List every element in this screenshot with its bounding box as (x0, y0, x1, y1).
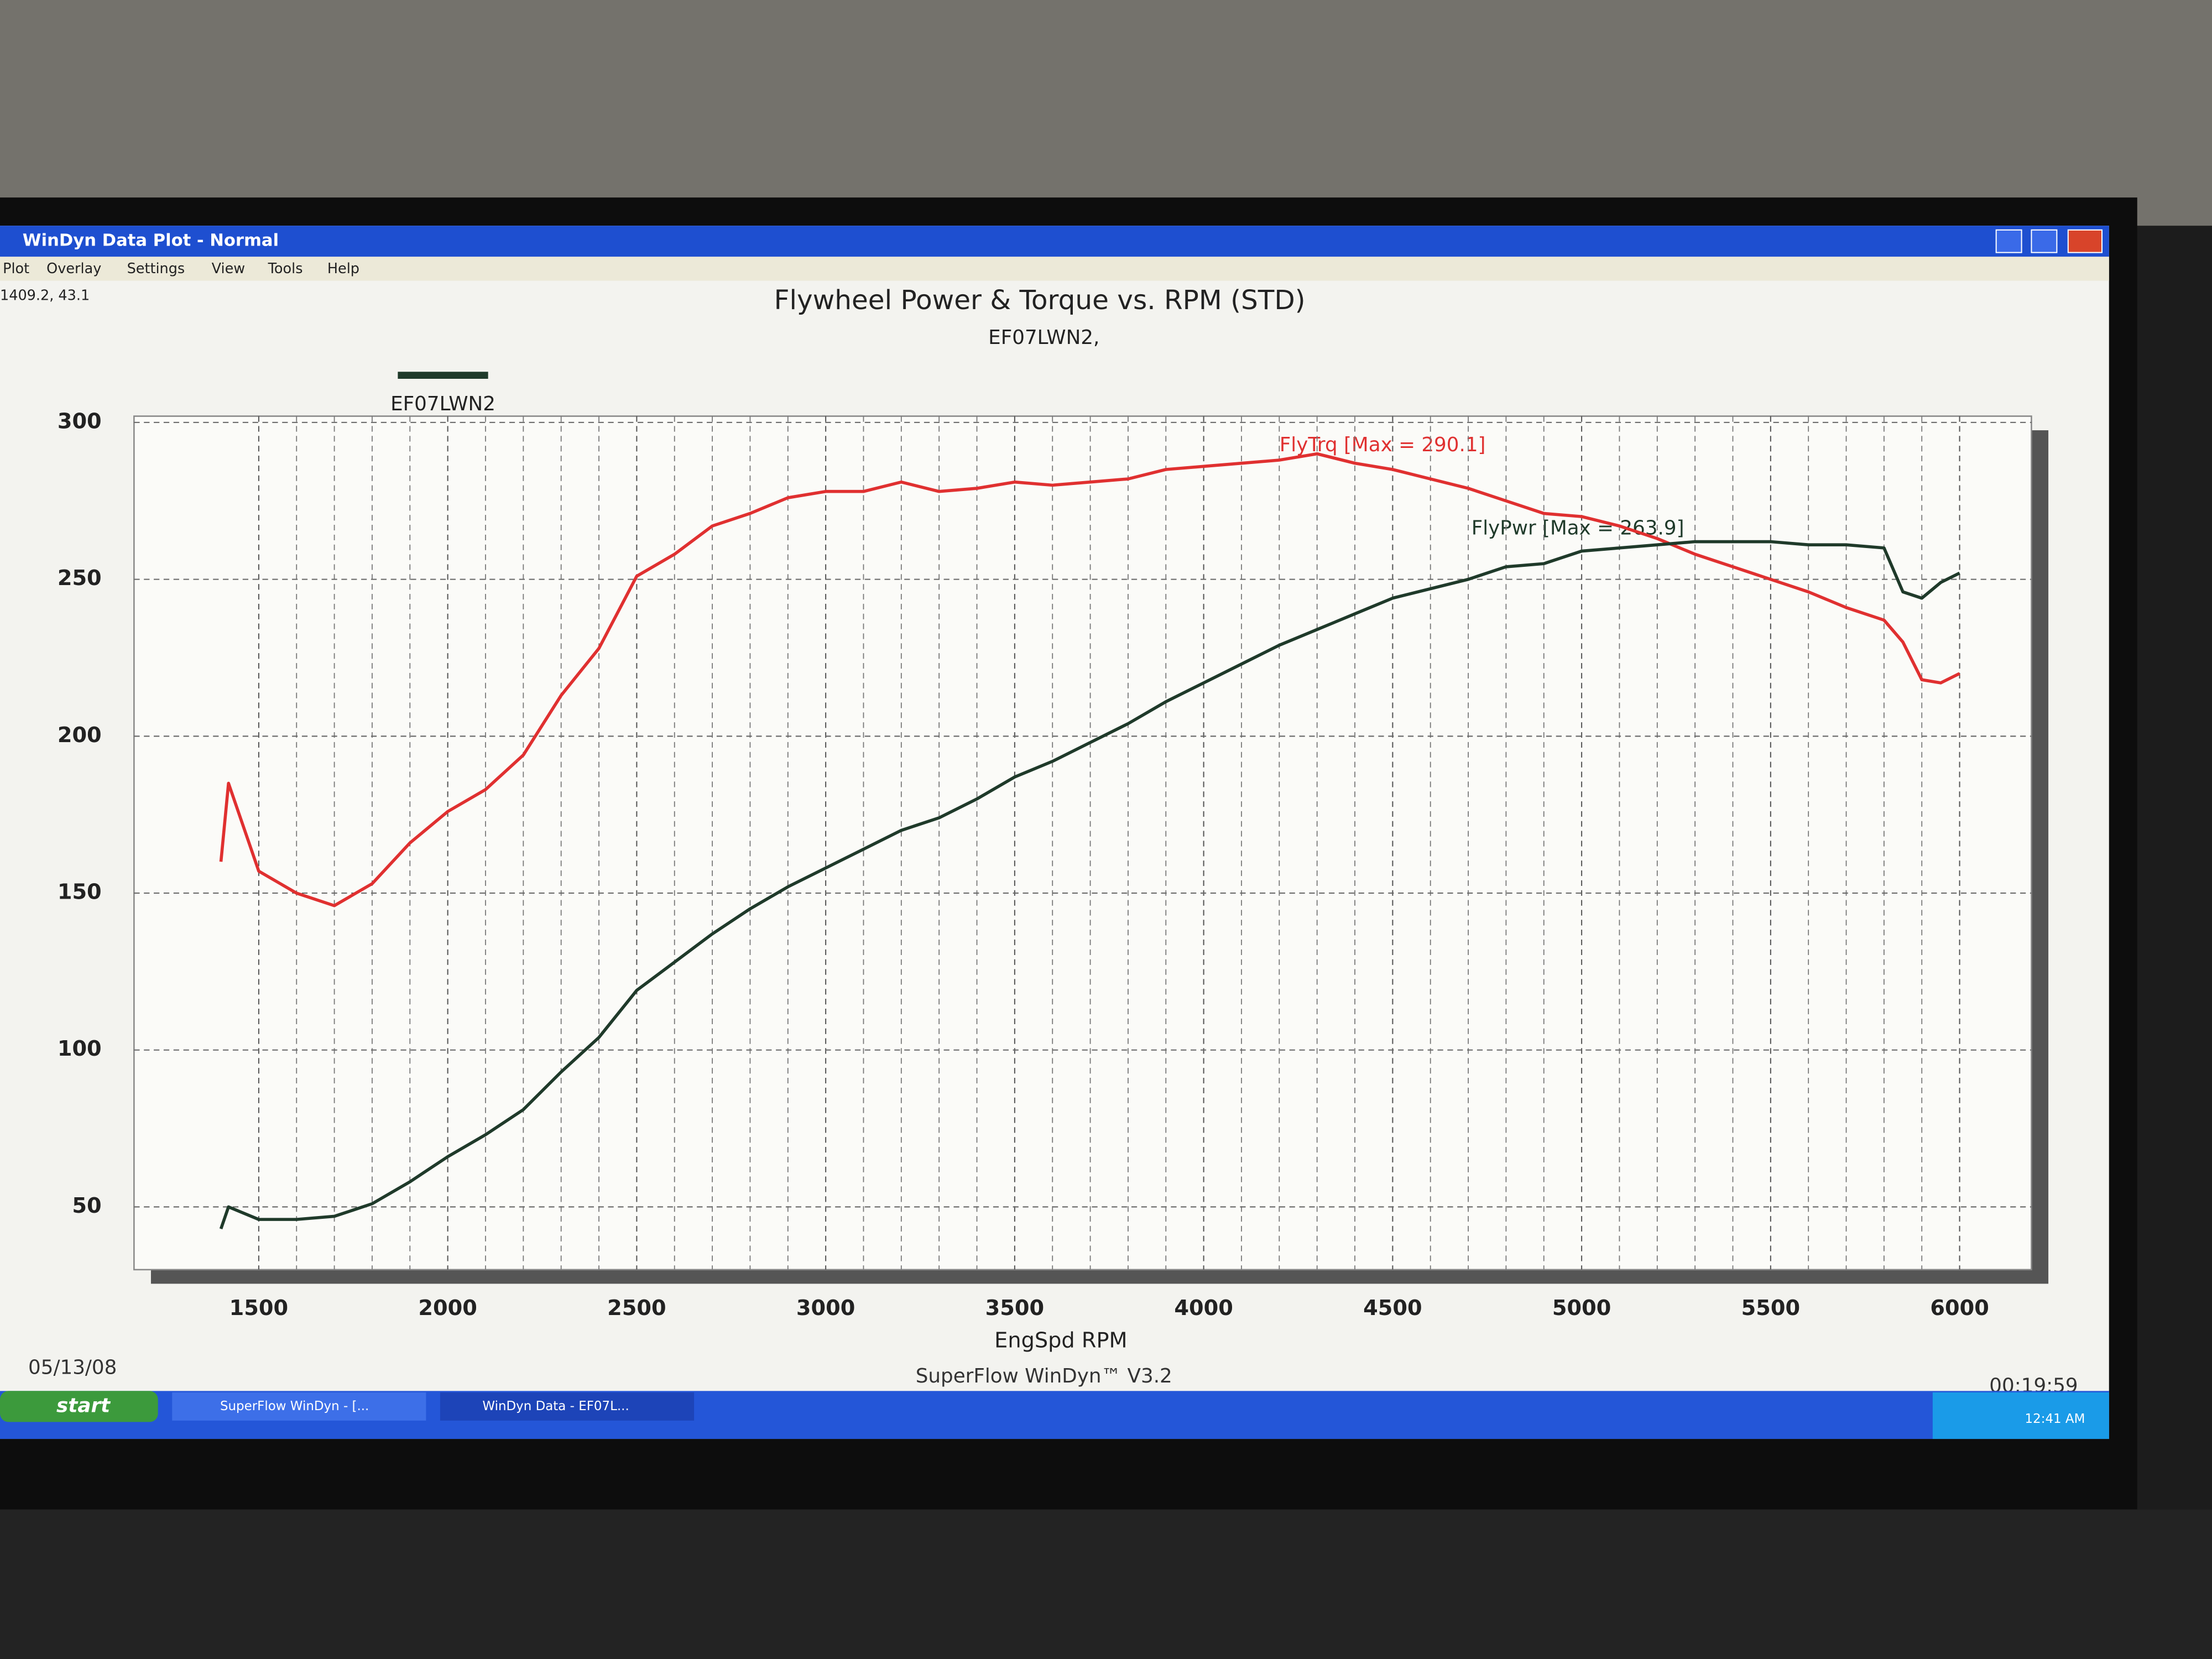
x-tick-label: 5500 (1741, 1296, 1800, 1321)
y-tick-label: 100 (58, 1036, 102, 1061)
footer-date: 05/13/08 (28, 1356, 117, 1379)
task-label: WinDyn Data - EF07L... (482, 1399, 629, 1413)
start-label: start (56, 1394, 111, 1417)
cursor-readout: 1409.2, 43.1 (0, 288, 90, 304)
annotation-torque: FlyTrq [Max = 290.1] (1280, 434, 1486, 456)
menu-item[interactable]: View (212, 260, 246, 277)
task-button[interactable] (440, 1392, 695, 1421)
menu-bar (0, 257, 2109, 281)
menu-item[interactable]: Settings (127, 260, 185, 277)
y-tick-label: 50 (72, 1193, 101, 1218)
footer-software: SuperFlow WinDyn™ V3.2 (916, 1365, 1172, 1387)
minimize-button[interactable] (1995, 229, 2022, 253)
plot-area (133, 415, 2032, 1271)
x-tick-label: 2500 (607, 1296, 666, 1321)
chart-title: Flywheel Power & Torque vs. RPM (STD) (774, 285, 1306, 316)
task-label: SuperFlow WinDyn - [... (220, 1399, 369, 1413)
desk (0, 1509, 2212, 1659)
y-tick-label: 250 (58, 566, 102, 591)
legend-label: EF07LWN2 (390, 393, 495, 415)
clock: 12:41 AM (2025, 1412, 2085, 1426)
menu-item[interactable]: Overlay (46, 260, 101, 277)
x-tick-label: 1500 (229, 1296, 288, 1321)
x-tick-label: 5000 (1552, 1296, 1611, 1321)
x-axis-label: EngSpd RPM (994, 1328, 1127, 1353)
system-tray (1932, 1392, 2109, 1439)
x-tick-label: 4000 (1174, 1296, 1233, 1321)
close-button[interactable] (2067, 229, 2103, 253)
y-tick-label: 200 (58, 723, 102, 748)
restore-button[interactable] (2031, 229, 2058, 253)
menu-item[interactable]: Help (327, 260, 359, 277)
x-tick-label: 2000 (418, 1296, 477, 1321)
wall (0, 0, 2212, 226)
chart-subtitle: EF07LWN2, (988, 326, 1099, 349)
menu-item[interactable]: Plot (3, 260, 29, 277)
x-tick-label: 3000 (796, 1296, 855, 1321)
y-tick-label: 150 (58, 880, 102, 905)
y-tick-label: 300 (58, 409, 102, 434)
title-bar (0, 226, 2109, 257)
start-button[interactable] (0, 1391, 158, 1422)
series-line (219, 452, 1960, 907)
x-tick-label: 4500 (1363, 1296, 1422, 1321)
x-tick-label: 6000 (1930, 1296, 1989, 1321)
series-line (219, 540, 1960, 1230)
x-tick-label: 3500 (985, 1296, 1044, 1321)
task-button[interactable] (172, 1392, 426, 1421)
window-title: WinDyn Data Plot - Normal (23, 231, 279, 251)
menu-item[interactable]: Tools (268, 260, 303, 277)
